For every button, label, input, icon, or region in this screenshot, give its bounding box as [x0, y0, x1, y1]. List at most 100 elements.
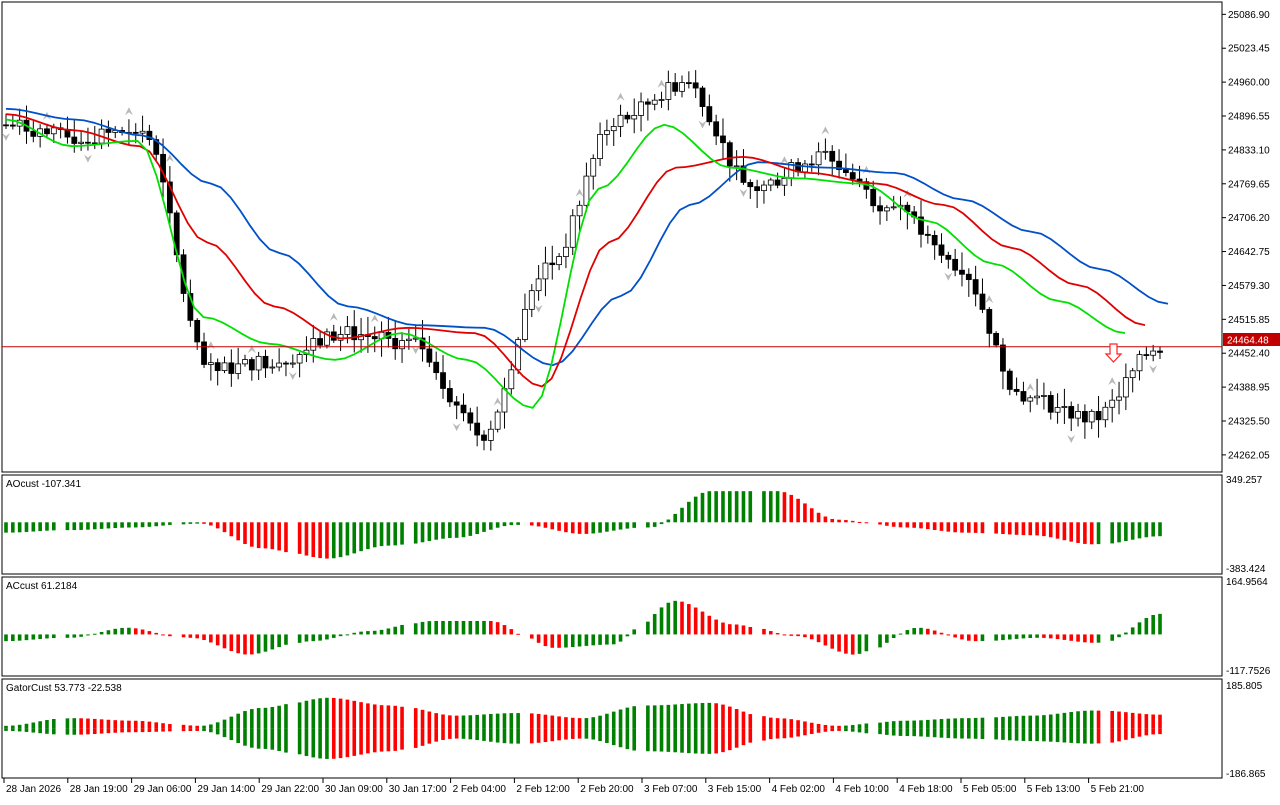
- histogram-bar: [393, 522, 398, 546]
- candle: [563, 233, 569, 269]
- histogram-bar: [666, 704, 671, 729]
- fractal-arrow-icon: [288, 371, 297, 380]
- histogram-bar: [666, 728, 671, 752]
- histogram-bar: [1062, 634, 1067, 640]
- candle: [597, 122, 603, 167]
- histogram-bar: [38, 728, 42, 734]
- histogram-bar: [65, 634, 70, 638]
- histogram-bar: [1144, 714, 1149, 729]
- histogram-bar: [714, 619, 718, 635]
- histogram-bar: [140, 721, 145, 729]
- histogram-bar: [837, 725, 841, 729]
- histogram-bar: [113, 728, 118, 733]
- histogram-bar: [400, 522, 404, 545]
- histogram-bar: [454, 522, 459, 538]
- fractal-arrow-icon: [616, 92, 625, 101]
- histogram-bar: [509, 713, 514, 729]
- histogram-bar: [557, 634, 561, 648]
- price-pane[interactable]: [1, 1, 1223, 473]
- candle: [767, 177, 774, 192]
- histogram-bar: [461, 620, 466, 635]
- histogram-bar: [502, 713, 507, 729]
- histogram-bar: [489, 522, 493, 530]
- histogram-bar: [939, 522, 944, 531]
- histogram-bar: [1083, 634, 1087, 643]
- histogram-bar: [584, 728, 589, 739]
- histogram-bar: [666, 602, 671, 635]
- candle: [924, 225, 931, 244]
- histogram-bar: [133, 522, 138, 528]
- candle: [815, 142, 822, 176]
- histogram-bar: [17, 522, 22, 533]
- histogram-bar: [250, 522, 254, 547]
- histogram-bar: [632, 706, 637, 729]
- histogram-bar: [434, 522, 438, 540]
- histogram-bar: [536, 522, 541, 527]
- histogram-bar: [277, 634, 281, 648]
- fractal-arrow-icon: [493, 397, 502, 406]
- histogram-bar: [885, 522, 889, 526]
- histogram-bar: [229, 522, 234, 537]
- histogram-bar: [570, 522, 575, 534]
- histogram-bar: [919, 522, 923, 529]
- histogram-bar: [222, 719, 227, 729]
- fractal-arrow-icon: [698, 120, 707, 129]
- histogram-bar: [721, 622, 725, 635]
- histogram-bar: [516, 522, 520, 525]
- candle: [720, 118, 726, 159]
- histogram-bar: [632, 522, 637, 528]
- histogram-bar: [38, 522, 42, 532]
- histogram-bar: [509, 728, 514, 744]
- gator-label: GatorCust 53.773 -22.538: [6, 683, 122, 694]
- histogram-bar: [352, 728, 357, 756]
- histogram-bar: [393, 728, 398, 751]
- histogram-bar: [748, 728, 753, 743]
- time-tick-label: 4 Feb 02:00: [772, 784, 826, 795]
- histogram-bar: [973, 522, 978, 533]
- histogram-bar: [243, 634, 247, 655]
- histogram-bar: [366, 522, 370, 550]
- price-tick-label: 24325.50: [1228, 416, 1270, 427]
- histogram-bar: [441, 728, 445, 740]
- candle: [214, 358, 221, 386]
- histogram-bar: [99, 631, 104, 635]
- histogram-bar: [311, 728, 316, 758]
- histogram-bar: [646, 522, 650, 528]
- histogram-bar: [338, 522, 343, 558]
- histogram-bar: [386, 705, 391, 729]
- ac-pane[interactable]: [1, 576, 1223, 677]
- fractal-arrow-icon: [821, 126, 830, 135]
- candle: [986, 307, 993, 348]
- candle: [877, 196, 883, 225]
- histogram-bar: [1137, 713, 1142, 729]
- candle: [324, 328, 330, 349]
- histogram-bar: [577, 718, 582, 729]
- histogram-bar: [980, 634, 985, 641]
- histogram-bar: [161, 634, 165, 636]
- candle: [453, 396, 460, 420]
- histogram-bar: [1158, 613, 1162, 635]
- histogram-bar: [1014, 716, 1019, 729]
- price-tick-label: 24769.65: [1228, 179, 1270, 190]
- histogram-bar: [707, 728, 712, 754]
- histogram-bar: [905, 720, 910, 729]
- histogram-bar: [1042, 634, 1046, 638]
- time-axis: 28 Jan 2026 28 Jan 19:00 29 Jan 06:00 29 Ja…: [3, 778, 1144, 795]
- histogram-bar: [741, 711, 746, 729]
- histogram-bar: [748, 714, 753, 729]
- candle: [44, 123, 50, 137]
- candle: [1122, 363, 1129, 411]
- candle: [392, 320, 399, 360]
- histogram-bar: [11, 522, 15, 533]
- histogram-bar: [625, 522, 630, 529]
- histogram-bar: [809, 722, 814, 729]
- fractal-arrow-icon: [1067, 435, 1076, 444]
- histogram-bar: [127, 728, 131, 733]
- histogram-bar: [1110, 728, 1115, 743]
- histogram-bar: [379, 705, 384, 729]
- time-tick-label: 29 Jan 06:00: [134, 784, 192, 795]
- histogram-bar: [926, 728, 930, 737]
- candle: [248, 357, 255, 381]
- histogram-bar: [1117, 728, 1121, 742]
